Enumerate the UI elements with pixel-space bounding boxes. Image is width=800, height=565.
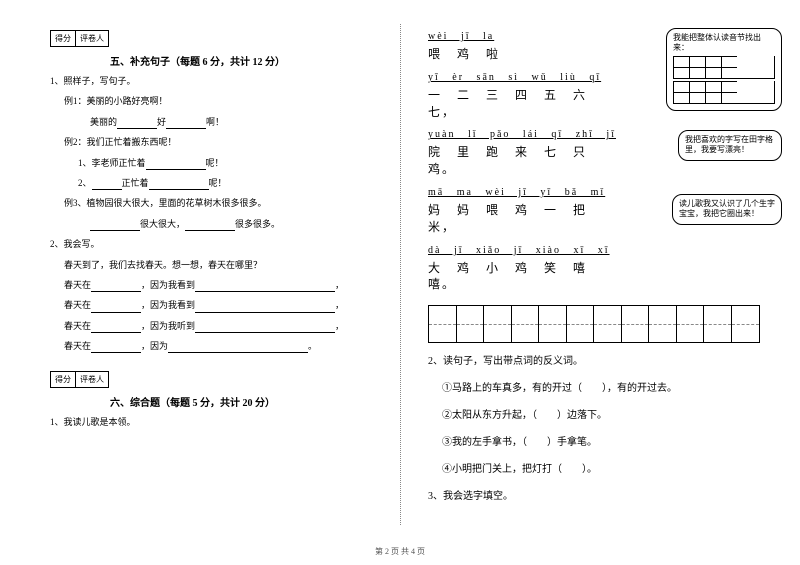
speech-bubble-2: 我把喜欢的字写在田字格里，我要写漂亮！ bbox=[678, 130, 782, 161]
score-box: 得分 评卷人 bbox=[50, 30, 109, 47]
section6-title: 六、综合题（每题 5 分，共计 20 分） bbox=[110, 394, 382, 409]
rhyme-block: wèi jī la 喂 鸡 啦 yī èr sān sì wǔ liù qī 一… bbox=[428, 30, 628, 293]
grader-label-2: 评卷人 bbox=[76, 372, 108, 387]
left-column: 得分 评卷人 五、补充句子（每题 6 分，共计 12 分） 1、照样子，写句子。… bbox=[0, 0, 400, 540]
hanzi-5: 大 鸡 小 鸡 笑 嘻 嘻。 bbox=[428, 260, 628, 294]
s5-ex3: 例3、植物园很大很大，里面的花草树木很多很多。 bbox=[50, 196, 382, 210]
s5-ex2b: 2、正忙着呢！ bbox=[50, 176, 382, 190]
bubble1-text: 我能把整体认读音节找出来： bbox=[673, 33, 761, 52]
pinyin-3: yuàn lǐ pǎo lái qī zhī jī bbox=[428, 128, 628, 142]
s5-q2-a: 春天在，因为我看到， bbox=[50, 278, 382, 292]
score-label: 得分 bbox=[51, 31, 76, 46]
s6-q1: 1、我读儿歌是本领。 bbox=[50, 415, 382, 429]
speech-bubble-3: 读儿歌我又认识了几个生字宝宝，我把它圈出来！ bbox=[672, 194, 782, 225]
right-column: wèi jī la 喂 鸡 啦 yī èr sān sì wǔ liù qī 一… bbox=[400, 0, 800, 540]
answer-grid-2 bbox=[673, 81, 775, 104]
pinyin-2: yī èr sān sì wǔ liù qī bbox=[428, 71, 628, 85]
s5-ex1: 例1：美丽的小路好亮啊！ bbox=[50, 94, 382, 108]
hanzi-2: 一 二 三 四 五 六 七， bbox=[428, 87, 628, 121]
s5-ex2: 例2：我们正忙着搬东西呢！ bbox=[50, 135, 382, 149]
speech-bubble-1: 我能把整体认读音节找出来： bbox=[666, 28, 782, 111]
s5-q2-d: 春天在，因为。 bbox=[50, 339, 382, 353]
column-divider bbox=[400, 24, 401, 525]
q2r-c: ③我的左手拿书，（ ）手拿笔。 bbox=[442, 434, 770, 451]
answer-grid-1 bbox=[673, 56, 775, 79]
s5-ex2a: 1、李老师正忙着呢！ bbox=[50, 156, 382, 170]
q3r: 3、我会选字填空。 bbox=[428, 488, 770, 505]
pinyin-1: wèi jī la bbox=[428, 30, 628, 44]
section5-title: 五、补充句子（每题 6 分，共计 12 分） bbox=[110, 53, 382, 68]
score-box-2: 得分 评卷人 bbox=[50, 371, 109, 388]
page-footer: 第 2 页 共 4 页 bbox=[0, 546, 800, 557]
bubble3-text: 读儿歌我又认识了几个生字宝宝，我把它圈出来！ bbox=[679, 199, 775, 218]
pinyin-5: dà jī xiǎo jī xiào xī xī bbox=[428, 244, 628, 258]
q2r-a: ①马路上的车真多，有的开过（ ），有的开过去。 bbox=[442, 380, 770, 397]
hanzi-3: 院 里 跑 来 七 只 鸡。 bbox=[428, 144, 628, 178]
grader-label: 评卷人 bbox=[76, 31, 108, 46]
s5-q2-c: 春天在，因为我听到， bbox=[50, 319, 382, 333]
hanzi-4: 妈 妈 喂 鸡 一 把 米， bbox=[428, 202, 628, 236]
q2r-b: ②太阳从东方升起，（ ）边落下。 bbox=[442, 407, 770, 424]
s5-q2-b: 春天在，因为我看到， bbox=[50, 298, 382, 312]
score-label-2: 得分 bbox=[51, 372, 76, 387]
s5-ex3-line: 很大很大，很多很多。 bbox=[50, 217, 382, 231]
s5-q2: 2、我会写。 bbox=[50, 237, 382, 251]
pinyin-4: mā ma wèi jī yī bǎ mǐ bbox=[428, 186, 628, 200]
s5-q1: 1、照样子，写句子。 bbox=[50, 74, 382, 88]
q2r-title: 2、读句子，写出带点词的反义词。 bbox=[428, 353, 770, 370]
s5-q2-intro: 春天到了，我们去找春天。想一想，春天在哪里？ bbox=[50, 258, 382, 272]
q2r-d: ④小明把门关上，把灯打（ ）。 bbox=[442, 461, 770, 478]
tian-zi-ge-grid bbox=[428, 305, 760, 343]
s5-ex1-fill: 美丽的好啊！ bbox=[50, 115, 382, 129]
bubble2-text: 我把喜欢的字写在田字格里，我要写漂亮！ bbox=[685, 135, 773, 154]
hanzi-1: 喂 鸡 啦 bbox=[428, 46, 628, 63]
